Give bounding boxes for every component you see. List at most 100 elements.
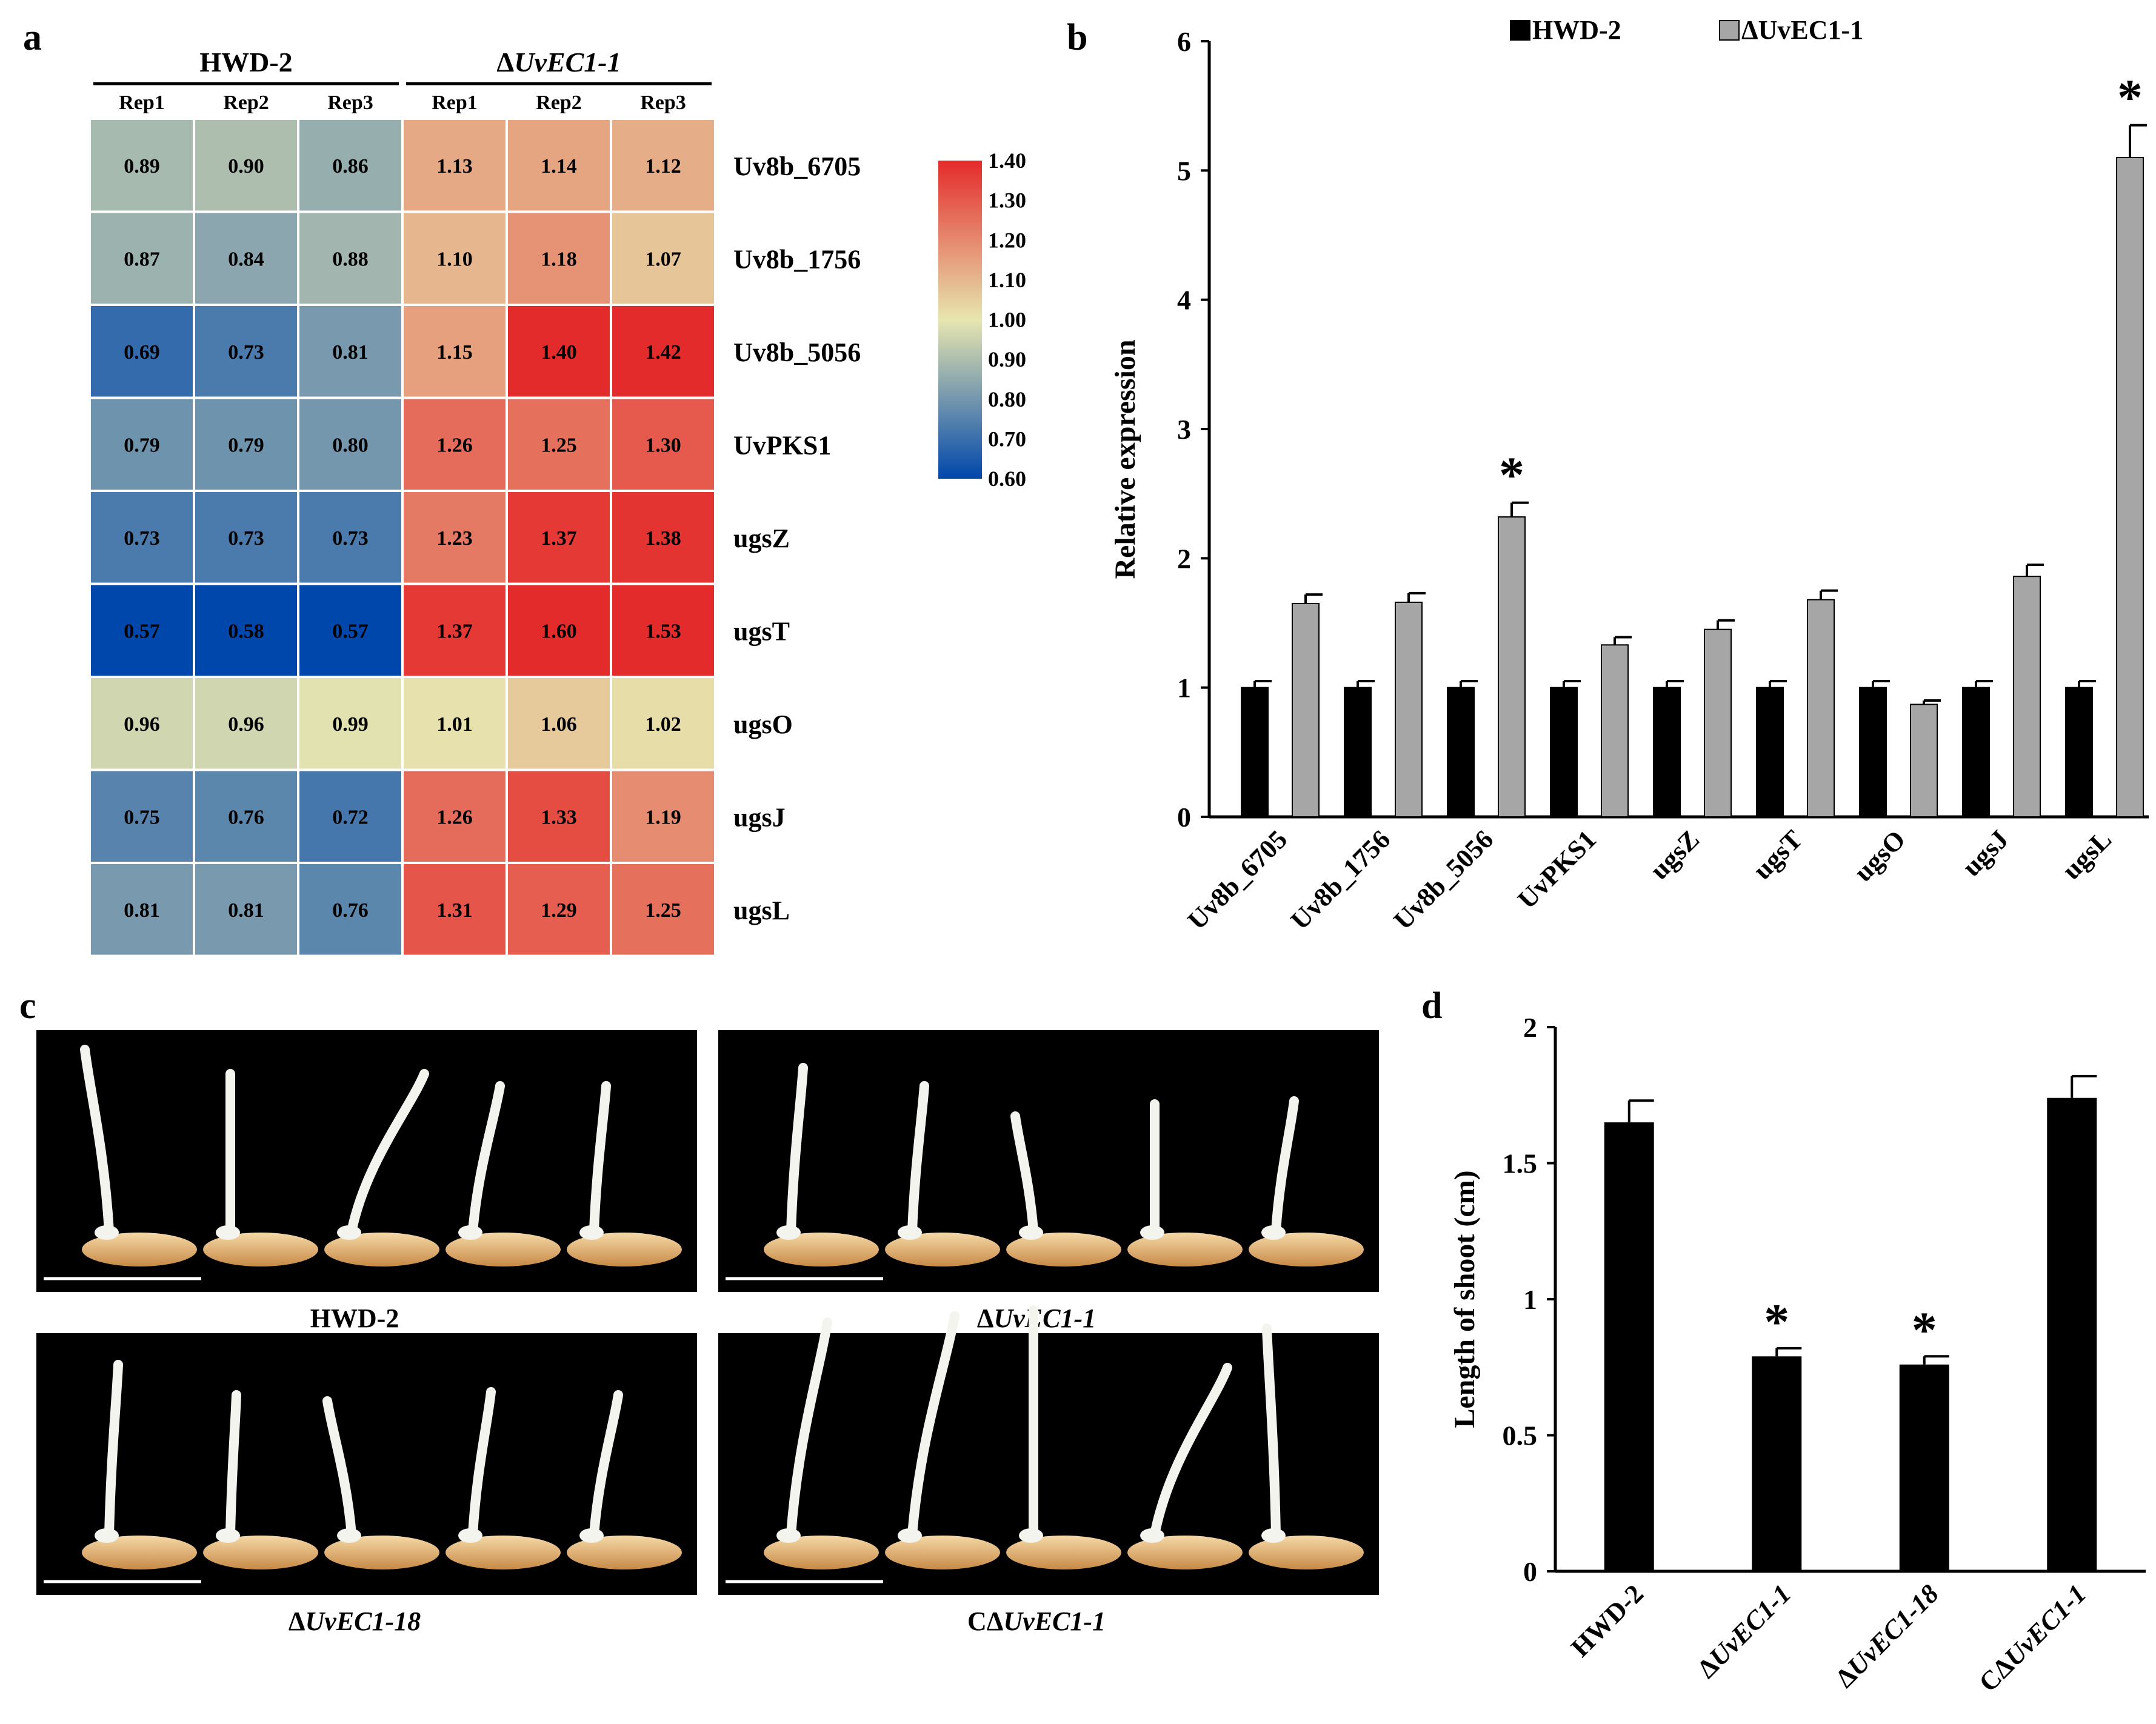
photo-caption-1: ΔUvEC1-1 [977, 1303, 1096, 1333]
chart-d-significance-2: * [1912, 1302, 1937, 1358]
chart-d-ytick-label-3: 1.5 [1503, 1148, 1538, 1179]
chart-d-bar-2 [1899, 1364, 1949, 1571]
photo-0-shoot-3 [468, 1081, 505, 1236]
chart-b-ytick-label-4: 4 [1177, 285, 1191, 316]
heatmap-value-r6-c5: 1.02 [645, 713, 681, 736]
heatmap-cell-r3-c4 [506, 396, 612, 492]
photo-2-root-3 [458, 1528, 482, 1543]
heatmap-cell-r4-c5 [610, 490, 716, 585]
chart-d-xtick-label-1-italic: UvEC1-1 [1703, 1579, 1797, 1672]
heatmap-value-r2-c5: 1.42 [645, 341, 681, 364]
chart-b-legend-swatch-0 [1510, 20, 1530, 41]
chart-b-xtick-label-5: ugsT [1747, 824, 1808, 885]
heatmap-value-r6-c3: 1.01 [436, 713, 473, 736]
bar-chart-panel-b: HWD-2 ΔUvEC1-1 0 1 2 3 4 5 6 Relative expression… [1109, 15, 2149, 936]
photo-0-root-4 [579, 1225, 604, 1240]
heatmap-value-r5-c3: 1.37 [436, 620, 473, 642]
heatmap-cell-r8-c3 [401, 862, 508, 957]
colorbar-tick-8: 0.60 [988, 467, 1026, 491]
heatmap-cell-r4-c1 [193, 490, 299, 585]
chart-b-ytick-label-6: 6 [1177, 26, 1191, 57]
heatmap-row-labels: Uv8b_6705 Uv8b_1756 Uv8b_5056 UvPKS1 ugsZ ugs… [733, 151, 861, 925]
photo-2-root-0 [95, 1528, 119, 1543]
heatmap-value-r3-c5: 1.30 [645, 434, 681, 456]
chart-b-legend-swatch-1 [1719, 20, 1740, 41]
heatmap-row-label-2: Uv8b_5056 [733, 338, 861, 367]
heatmap-cell-r7-c5 [610, 768, 716, 864]
bar-chart-panel-d: 0 0.5 1 1.5 2 Length of shoot (cm) HWD-2 * ΔUvE… [1449, 1012, 2146, 1697]
photo-2-shoot-0 [104, 1360, 123, 1539]
photo-1-root-2 [1019, 1225, 1043, 1240]
chart-b-xtick-label-2: Uv8b_5056 [1388, 824, 1499, 935]
photo-2-seed-0 [82, 1536, 197, 1569]
colorbar-tick-7: 0.70 [988, 427, 1026, 451]
heatmap-cell-r6-c1 [193, 676, 299, 771]
heatmap-value-r1-c3: 1.10 [436, 248, 473, 270]
photo-0-shoot-4 [589, 1081, 611, 1236]
photo-caption-3-italic: UvEC1-1 [1003, 1606, 1106, 1636]
heatmap-value-r5-c5: 1.53 [645, 620, 681, 642]
colorbar-tick-2: 1.20 [988, 228, 1026, 252]
heatmap-value-r8-c3: 1.31 [436, 899, 473, 922]
heatmap-col-label-0-2: Rep3 [327, 92, 373, 114]
heatmap-cell-r7-c3 [401, 768, 508, 864]
heatmap-value-r2-c4: 1.40 [541, 341, 577, 364]
heatmap-colorbar: 1.40 1.30 1.20 1.10 1.00 0.90 0.80 0.70 0.60 [938, 148, 1026, 491]
chart-b-bar-1-7 [2013, 576, 2041, 817]
chart-b-bar-0-3 [1550, 687, 1578, 817]
heatmap-value-r3-c0: 0.79 [124, 434, 160, 456]
chart-b-bar-0-1 [1344, 687, 1372, 817]
photo-2-shoot-2 [322, 1396, 356, 1539]
chart-d-xtick-label-2: ΔUvEC1-18 [1830, 1579, 1944, 1693]
photo-3-seed-4 [1249, 1536, 1364, 1569]
chart-b-bar-0-5 [1756, 687, 1784, 817]
chart-d-xtick-label-3: CΔUvEC1-1 [1973, 1579, 2092, 1697]
heatmap-value-r5-c2: 0.57 [332, 620, 369, 642]
heatmap-value-r0-c2: 0.86 [332, 155, 369, 178]
heatmap-value-r7-c2: 0.72 [332, 806, 369, 828]
photo-3-root-0 [776, 1528, 801, 1543]
chart-b-significance-8: * [2117, 70, 2143, 126]
photo-3-root-4 [1261, 1528, 1286, 1543]
heatmap-cell-r2-c1 [193, 304, 299, 399]
photo-0-seed-1 [203, 1233, 318, 1266]
photo-2-root-1 [216, 1528, 240, 1543]
photo-1-seed-0 [764, 1233, 879, 1266]
photo-3: CΔUvEC1-1 [718, 1305, 1379, 1636]
photo-0-seed-0 [82, 1233, 197, 1266]
heatmap-value-r3-c2: 0.80 [332, 434, 369, 456]
heatmap-value-r6-c2: 0.99 [332, 713, 369, 736]
photo-caption-1-italic: UvEC1-1 [993, 1303, 1096, 1333]
chart-b-ytick-label-2: 2 [1177, 543, 1191, 574]
chart-d-significance-1: * [1764, 1294, 1789, 1350]
heatmap-value-r7-c0: 0.75 [124, 806, 160, 828]
heatmap-col-label-1-0: Rep1 [432, 92, 478, 114]
photo-3-root-1 [898, 1528, 922, 1543]
chart-b-xtick-label-4: ugsZ [1644, 824, 1705, 885]
colorbar-tick-1: 1.30 [988, 188, 1026, 213]
chart-b-bar-0-6 [1859, 687, 1887, 817]
chart-d-xtick-label-2-italic: UvEC1-18 [1841, 1579, 1944, 1681]
heatmap-value-r6-c1: 0.96 [228, 713, 264, 736]
heatmap-cell-r8-c4 [506, 862, 612, 957]
chart-b-legend: HWD-2 ΔUvEC1-1 [1510, 15, 1863, 45]
photo-3-root-3 [1140, 1528, 1164, 1543]
heatmap-cell-r0-c5 [610, 118, 716, 213]
photo-2-seed-3 [446, 1536, 561, 1569]
heatmap-value-r4-c4: 1.37 [541, 527, 577, 550]
panel-label-c: c [19, 985, 36, 1027]
chart-d-bar-3 [2047, 1097, 2097, 1571]
heatmap-cell-r3-c2 [297, 396, 404, 492]
chart-b-bar-1-6 [1910, 704, 1938, 818]
heatmap-cells: 0.89 0.90 0.86 1.13 1.14 1.12 0.87 0.84 0.88 1.10… [88, 118, 716, 957]
heatmap-cell-r1-c0 [88, 210, 195, 306]
heatmap-panel-a: HWD-2 Rep1 Rep2 Rep3 ΔUvEC1-1 Rep1 Rep2 Rep3 0.… [88, 47, 1026, 957]
photo-1-shoot-4 [1271, 1096, 1299, 1236]
chart-b-ytick-label-1: 1 [1177, 673, 1191, 704]
photo-1-seed-2 [1006, 1233, 1121, 1266]
chart-b-legend-label-1: ΔUvEC1-1 [1741, 15, 1863, 45]
heatmap-cell-r3-c5 [610, 396, 716, 492]
photo-caption-3: CΔUvEC1-1 [967, 1606, 1106, 1636]
chart-b-bars [1241, 124, 2147, 818]
chart-b-bar-0-7 [1962, 687, 1990, 817]
